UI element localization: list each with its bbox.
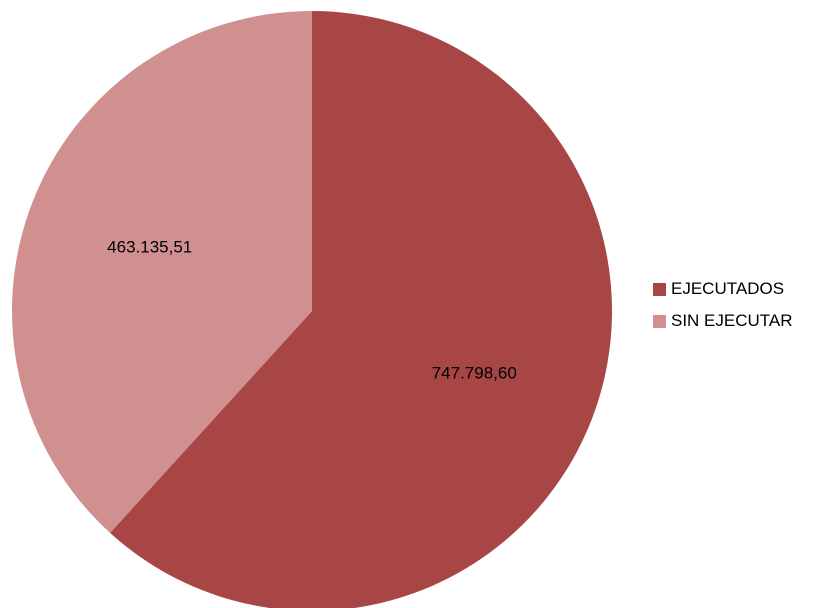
- pie-slice-ejecutados: [110, 11, 612, 608]
- pie-slice-sin-ejecutar: [11, 11, 313, 533]
- legend-label-ejecutados: EJECUTADOS: [671, 279, 785, 298]
- chart-legend: EJECUTADOS SIN EJECUTAR: [653, 278, 793, 342]
- data-label-sin-ejecutar: 463.135,51: [107, 238, 192, 257]
- legend-swatch-ejecutados: [653, 282, 666, 296]
- legend-label-sin-ejecutar: SIN EJECUTAR: [671, 311, 793, 330]
- legend-swatch-sin-ejecutar: [653, 314, 666, 328]
- legend-item-sin-ejecutar: SIN EJECUTAR: [653, 310, 793, 332]
- data-label-ejecutados: 747.798,60: [432, 363, 517, 382]
- legend-item-ejecutados: EJECUTADOS: [653, 278, 793, 300]
